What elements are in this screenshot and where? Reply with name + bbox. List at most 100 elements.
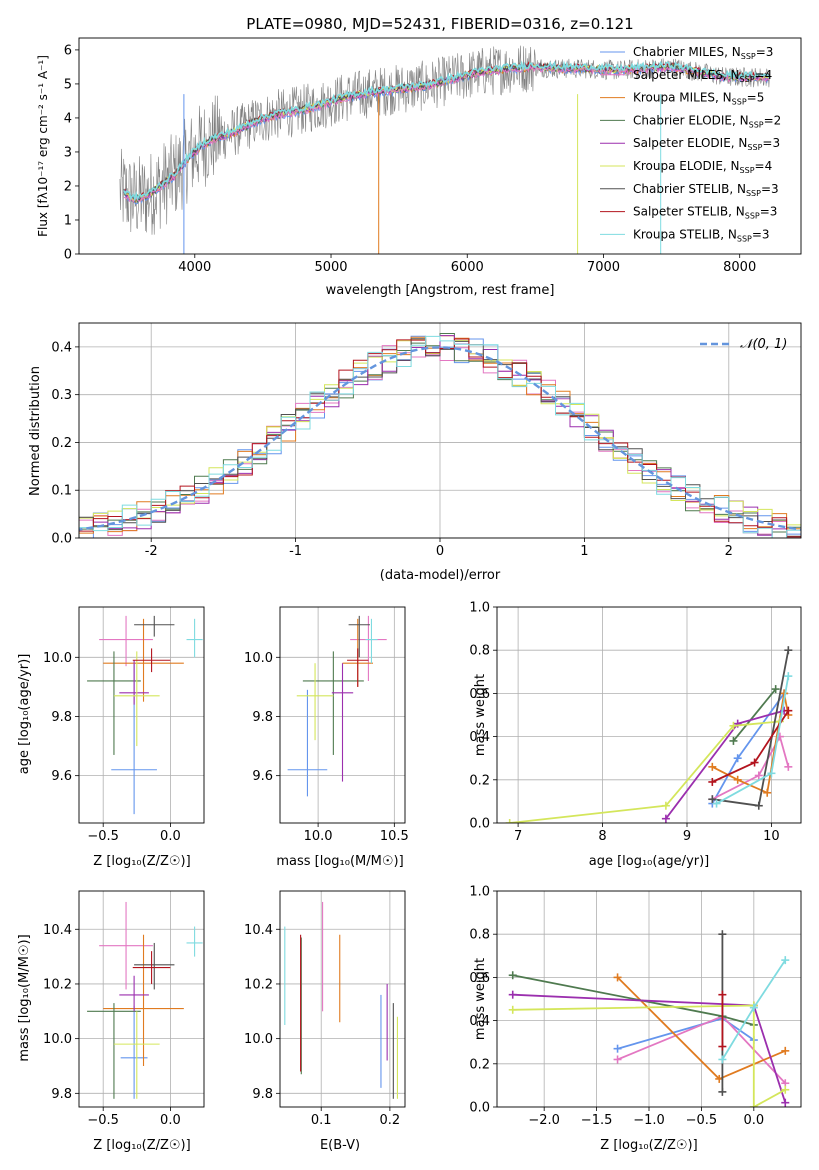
axes-frame bbox=[78, 322, 802, 539]
legend-entry-label: Chabrier STELIB, NSSP=3 bbox=[633, 182, 779, 198]
y-tick-label: 0.4 bbox=[51, 340, 72, 355]
residual-histogram bbox=[79, 335, 801, 538]
axes-frame bbox=[78, 37, 802, 255]
legend-entry-label: Chabrier MILES, NSSP=3 bbox=[633, 45, 773, 61]
weight-vs-z-panel: −2.0 −1.5 −1.0 −0.5 0.0 0.0 0.2 0.4 0.6 0.8 1.0 bbox=[469, 885, 802, 1128]
weight-vs-z-ylabel: mass weight bbox=[473, 958, 488, 1040]
mass-vs-z-panel: −0.5 0.0 9.8 10.0 10.2 10.4 bbox=[43, 890, 205, 1128]
y-tick-label: 1.0 bbox=[469, 601, 490, 616]
y-tick-label: 0.4 bbox=[469, 1014, 490, 1029]
y-tick-label: 10.0 bbox=[244, 1032, 273, 1047]
y-tick-label: 9.8 bbox=[252, 1087, 273, 1102]
y-tick-label: 9.8 bbox=[51, 1087, 72, 1102]
spectrum-legend: Chabrier MILES, NSSP=3 Salpeter MILES, NS… bbox=[600, 45, 781, 243]
x-tick-label: 0.0 bbox=[743, 1113, 764, 1128]
legend-entry-label: Salpeter ELODIE, NSSP=3 bbox=[633, 136, 780, 152]
x-tick-label: 7 bbox=[514, 829, 522, 844]
data-marks bbox=[79, 333, 801, 538]
model-spectrum-line bbox=[123, 60, 771, 202]
gridlines bbox=[497, 891, 801, 1107]
weight-vs-z-xlabel: Z [log₁₀(Z/Z☉)] bbox=[600, 1138, 697, 1153]
legend-entry-label: Kroupa ELODIE, NSSP=4 bbox=[633, 159, 772, 175]
x-tick-label: 1 bbox=[580, 544, 588, 559]
y-tick-label: 0.3 bbox=[51, 388, 72, 403]
age-vs-z-ylabel: age [log₁₀(age/yr)] bbox=[17, 654, 32, 775]
x-tick-label: 10.5 bbox=[380, 829, 409, 844]
plot-area bbox=[497, 607, 801, 823]
y-tick-label: 9.6 bbox=[51, 769, 72, 784]
data-marks bbox=[284, 901, 398, 1099]
y-tick-label: 4 bbox=[64, 111, 72, 126]
legend-entry-label: Salpeter STELIB, NSSP=3 bbox=[633, 205, 777, 221]
gridlines bbox=[79, 891, 204, 1107]
y-tick-label: 6 bbox=[64, 43, 72, 58]
x-tick-label: 4000 bbox=[178, 260, 211, 275]
mass-vs-ebv-panel: 0.1 0.2 9.8 10.0 10.2 10.4 bbox=[244, 890, 406, 1128]
y-tick-label: 10.4 bbox=[43, 923, 72, 938]
spectrum-xlabel: wavelength [Angstrom, rest frame] bbox=[326, 283, 555, 298]
data-marks bbox=[87, 615, 203, 815]
y-tick-label: 1 bbox=[64, 213, 72, 228]
y-tick-label: 0.6 bbox=[469, 971, 490, 986]
plot-area bbox=[79, 891, 204, 1107]
y-tick-label: 10.2 bbox=[43, 977, 72, 992]
y-tick-label: 10.2 bbox=[244, 977, 273, 992]
weight-line bbox=[512, 1004, 786, 1107]
legend-entry-label: Kroupa STELIB, NSSP=3 bbox=[633, 227, 770, 243]
data-marks bbox=[287, 615, 387, 797]
axes-frame bbox=[78, 890, 205, 1108]
spectrum-panel: 4000 5000 6000 7000 8000 0 1 2 3 4 5 6 Chabrier MILE… bbox=[64, 37, 802, 275]
y-tick-label: 0.0 bbox=[469, 817, 490, 832]
x-tick-label: 0.1 bbox=[311, 1113, 332, 1128]
age-vs-mass-xlabel: mass [log₁₀(M/M☉)] bbox=[276, 854, 403, 869]
data-marks bbox=[119, 45, 771, 254]
x-tick-label: 10.0 bbox=[304, 829, 333, 844]
x-tick-label: 0.0 bbox=[160, 829, 181, 844]
weight-vs-age-panel: 7 8 9 10 0.0 0.2 0.4 0.6 0.8 1.0 bbox=[469, 601, 802, 844]
y-tick-label: 0 bbox=[64, 248, 72, 263]
plot-area bbox=[119, 45, 771, 254]
y-tick-label: 0.2 bbox=[469, 773, 490, 788]
x-tick-label: 2 bbox=[725, 544, 733, 559]
x-tick-label: 7000 bbox=[587, 260, 620, 275]
y-tick-label: 10.0 bbox=[43, 1032, 72, 1047]
y-tick-label: 3 bbox=[64, 145, 72, 160]
data-marks bbox=[508, 930, 790, 1107]
y-tick-label: 9.6 bbox=[252, 769, 273, 784]
mass-vs-z-ylabel: mass [log₁₀(M/M☉)] bbox=[17, 934, 32, 1061]
x-tick-label: −0.5 bbox=[87, 1113, 119, 1128]
plot-area bbox=[79, 607, 204, 823]
plot-area bbox=[280, 891, 405, 1107]
x-tick-label: −2.0 bbox=[528, 1113, 560, 1128]
y-tick-label: 10.0 bbox=[43, 651, 72, 666]
legend-entry-label: Salpeter MILES, NSSP=4 bbox=[633, 68, 772, 84]
y-tick-label: 0.8 bbox=[469, 644, 490, 659]
x-tick-label: 6000 bbox=[451, 260, 484, 275]
residuals-ylabel: Normed distribution bbox=[28, 366, 43, 496]
y-tick-label: 0.0 bbox=[51, 532, 72, 547]
legend-entry-label: Chabrier ELODIE, NSSP=2 bbox=[633, 113, 781, 129]
weight-line bbox=[716, 675, 790, 805]
gridlines bbox=[280, 607, 405, 823]
gaussian-curve bbox=[79, 346, 801, 531]
x-tick-label: −1.5 bbox=[581, 1113, 613, 1128]
legend-entry-label: Kroupa MILES, NSSP=5 bbox=[633, 91, 764, 107]
data-marks bbox=[505, 646, 793, 823]
axes-frame bbox=[279, 890, 406, 1108]
x-tick-label: 10 bbox=[763, 829, 780, 844]
gridlines bbox=[79, 607, 204, 823]
y-tick-label: 0.0 bbox=[469, 1101, 490, 1116]
residuals-panel: -2 -1 0 1 2 0.0 0.1 0.2 0.3 0.4 𝒩(0, 1) bbox=[51, 322, 802, 559]
axes-frame bbox=[496, 606, 802, 824]
x-tick-label: 0 bbox=[436, 544, 444, 559]
x-tick-label: −1.0 bbox=[633, 1113, 665, 1128]
x-tick-label: 0.2 bbox=[380, 1113, 401, 1128]
weight-line bbox=[732, 688, 777, 742]
weight-vs-age-xlabel: age [log₁₀(age/yr)] bbox=[589, 854, 710, 869]
y-tick-label: 9.8 bbox=[252, 710, 273, 725]
y-tick-label: 0.1 bbox=[51, 484, 72, 499]
gaussian-legend-label: 𝒩(0, 1) bbox=[740, 337, 787, 352]
weight-line bbox=[711, 734, 790, 801]
plot-area bbox=[497, 891, 801, 1107]
mass-vs-z-xlabel: Z [log₁₀(Z/Z☉)] bbox=[93, 1138, 190, 1153]
